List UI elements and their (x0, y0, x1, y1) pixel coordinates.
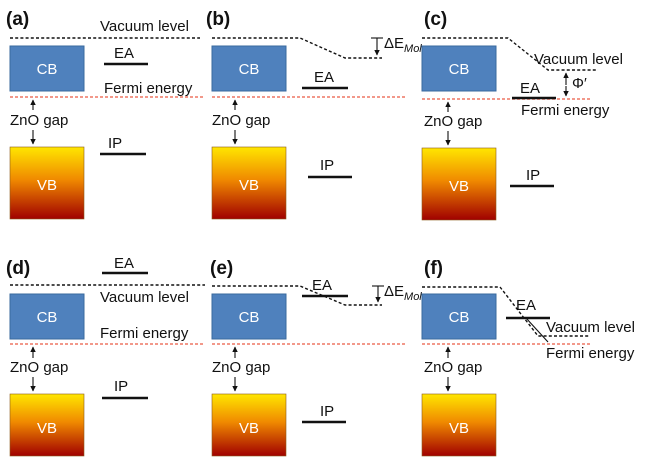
valence-band-box (421, 147, 497, 221)
vacuum-level-label: Vacuum level (100, 18, 189, 35)
cb-label: CB (37, 61, 58, 78)
vb-label: VB (37, 420, 57, 437)
vacuum-level-label: Vacuum level (546, 319, 635, 336)
panel-b: (b) ΔEMol CB EA ZnO gap IP VB (206, 9, 422, 220)
panel-label: (d) (6, 258, 30, 279)
panel-label: (a) (6, 9, 29, 30)
ea-label: EA (114, 45, 134, 62)
cb-label: CB (37, 309, 58, 326)
ip-label: IP (320, 403, 334, 420)
vb-label: VB (239, 177, 259, 194)
cb-label: CB (449, 309, 470, 326)
ea-label: EA (516, 297, 536, 314)
delta-e-mol-label: ΔEMol (384, 283, 422, 303)
delta-e-mol-label: ΔEMol (384, 35, 422, 55)
ea-label: EA (314, 69, 334, 86)
zno-gap-label: ZnO gap (424, 359, 482, 376)
panel-d: (d) EA Vacuum level CB Fermi energy ZnO … (6, 255, 205, 457)
zno-gap-label: ZnO gap (10, 359, 68, 376)
conduction-band-box (211, 293, 287, 340)
cb-label: CB (239, 61, 260, 78)
zno-gap-label: ZnO gap (212, 359, 270, 376)
cb-label: CB (239, 309, 260, 326)
fermi-energy-label: Fermi energy (521, 102, 610, 119)
valence-band-box (9, 146, 85, 220)
zno-gap-label: ZnO gap (10, 112, 68, 129)
vacuum-level-line (212, 285, 382, 306)
fermi-energy-label: Fermi energy (104, 80, 193, 97)
zno-gap-label: ZnO gap (424, 113, 482, 130)
valence-band-box (421, 393, 497, 457)
valence-band-box (211, 393, 287, 457)
vacuum-shift-line (525, 317, 549, 343)
zno-gap-label: ZnO gap (212, 112, 270, 129)
cb-label: CB (449, 61, 470, 78)
fermi-energy-label: Fermi energy (546, 345, 635, 362)
conduction-band-box (421, 293, 497, 340)
ea-label: EA (520, 80, 540, 97)
vacuum-level-line (422, 37, 598, 71)
conduction-band-box (211, 45, 287, 92)
ea-label: EA (114, 255, 134, 272)
conduction-band-box (9, 45, 85, 92)
conduction-band-box (421, 45, 497, 92)
panel-f: (f) EA Vacuum level CB Fermi energy ZnO … (421, 258, 635, 457)
vb-label: VB (37, 177, 57, 194)
vacuum-level-label: Vacuum level (100, 289, 189, 306)
panel-c: (c) Vacuum level CB Φ′ EA Fermi energy Z… (421, 9, 623, 221)
valence-band-box (9, 393, 85, 457)
ea-label: EA (312, 277, 332, 294)
ip-label: IP (526, 167, 540, 184)
ip-label: IP (320, 157, 334, 174)
vb-label: VB (449, 178, 469, 195)
conduction-band-box (9, 293, 85, 340)
panel-label: (c) (424, 9, 447, 30)
panel-label: (e) (210, 258, 233, 279)
fermi-energy-label: Fermi energy (100, 325, 189, 342)
work-function-label: Φ′ (572, 75, 587, 92)
vacuum-level-line (212, 37, 382, 59)
ip-label: IP (114, 378, 128, 395)
panel-e: (e) EA ΔEMol CB ZnO gap IP VB (210, 258, 422, 457)
panel-a: (a) Vacuum level CB EA Fermi energy ZnO … (6, 9, 205, 220)
vb-label: VB (239, 420, 259, 437)
valence-band-box (211, 146, 287, 220)
panel-label: (b) (206, 9, 230, 30)
vacuum-level-line (422, 286, 590, 337)
ip-label: IP (108, 135, 122, 152)
vb-label: VB (449, 420, 469, 437)
vacuum-level-label: Vacuum level (534, 51, 623, 68)
panel-label: (f) (424, 258, 443, 279)
